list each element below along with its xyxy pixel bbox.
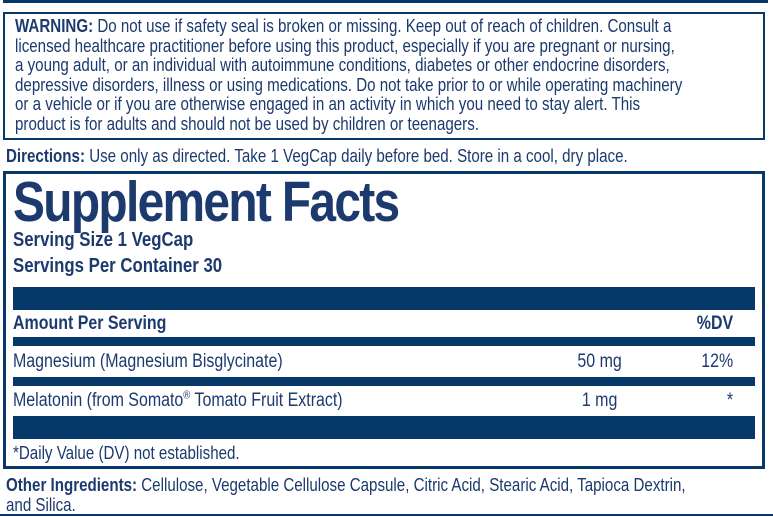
nutrient-row-melatonin: Melatonin (from Somato® Tomato Fruit Ext… [13,386,755,416]
warning-label: WARNING: [15,16,94,36]
bottom-divider [0,514,773,516]
separator-bar-thick-top [13,287,755,310]
warning-body: Do not use if safety seal is broken or m… [15,16,683,134]
nutrient-row-magnesium: Magnesium (Magnesium Bisglycinate) 50 mg… [13,346,755,377]
servings-per-container: Servings Per Container 30 [13,255,223,277]
registered-trademark-symbol: ® [183,389,191,402]
nutrient-dv: 12% [701,351,734,372]
other-ingredients: Other Ingredients: Cellulose, Vegetable … [6,475,773,515]
nutrient-amount: 1 mg [581,390,618,411]
serving-size: Serving Size 1 VegCap [13,229,194,251]
top-divider [3,0,768,3]
directions-label: Directions: [6,146,85,166]
nutrient-name: Magnesium (Magnesium Bisglycinate) [13,351,283,372]
daily-value-footnote: *Daily Value (DV) not established. [13,443,240,463]
supplement-facts-title: Supplement Facts [13,170,400,234]
nutrient-name: Melatonin (from Somato® Tomato Fruit Ext… [13,389,343,411]
directions-body: Use only as directed. Take 1 VegCap dail… [89,146,628,166]
nutrient-amount: 50 mg [577,351,622,372]
warning-text: WARNING: Do not use if safety seal is br… [15,16,753,134]
amount-per-serving-label: Amount Per Serving [13,313,167,334]
dv-header-label: %DV [696,313,734,334]
separator-bar-thick-bottom [13,416,755,439]
nutrient-dv: * [726,390,734,411]
separator-bar-thin-1 [13,337,755,346]
other-ingredients-body: Cellulose, Vegetable Cellulose Capsule, … [6,475,686,515]
other-ingredients-label: Other Ingredients: [6,475,138,495]
directions: Directions: Use only as directed. Take 1… [6,146,773,166]
supplement-facts-panel: Supplement Facts Serving Size 1 VegCap S… [3,171,765,469]
amount-header-row: Amount Per Serving %DV [13,310,755,337]
warning-box: WARNING: Do not use if safety seal is br… [3,12,765,140]
separator-bar-thin-2 [13,377,755,386]
